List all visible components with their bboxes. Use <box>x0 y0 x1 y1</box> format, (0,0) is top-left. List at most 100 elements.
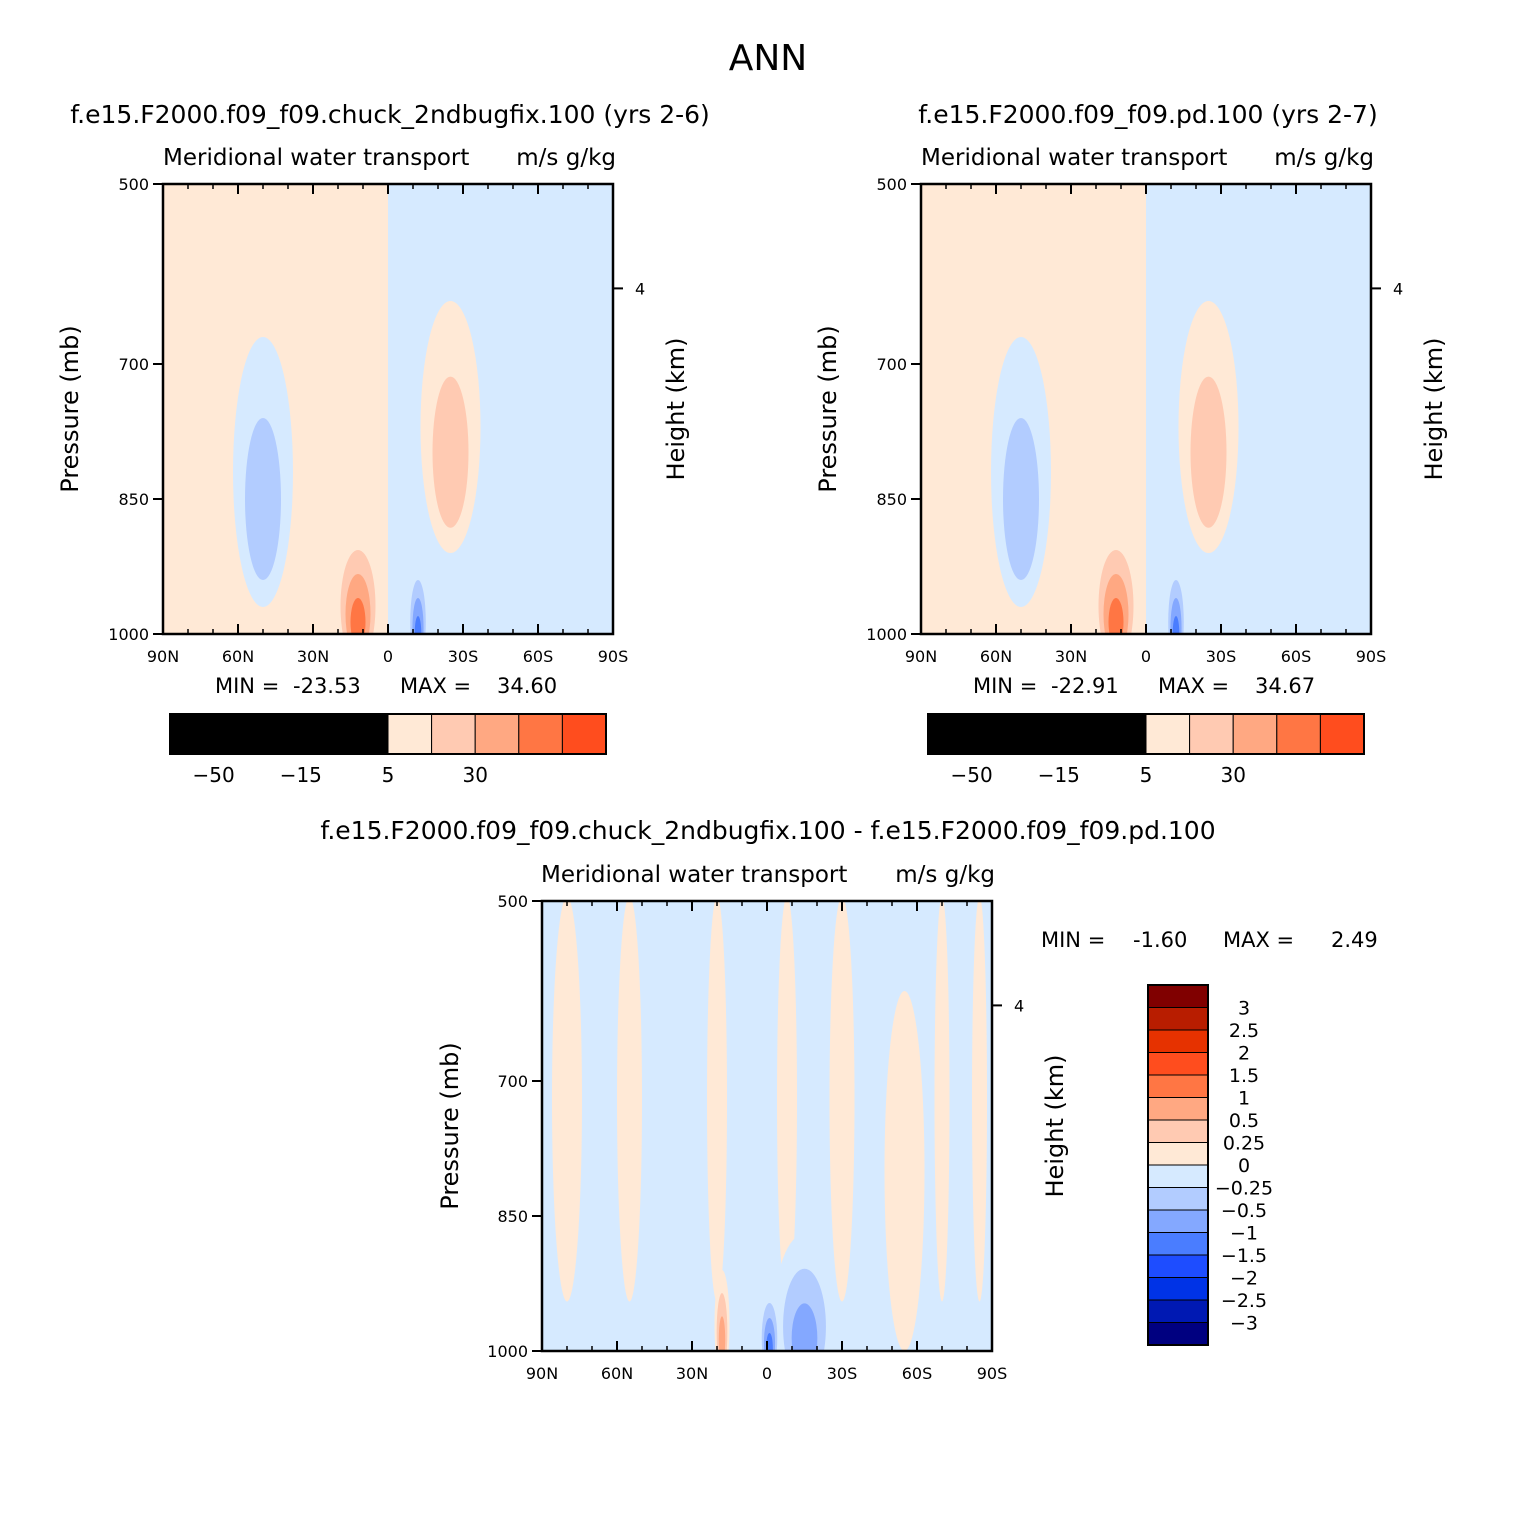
x-tick-label: 90S <box>598 647 629 666</box>
x-tick-label: 0 <box>762 1364 772 1383</box>
contour-level <box>791 1303 818 1351</box>
panel-1-ylabel-right: Height (km) <box>662 338 690 481</box>
colorbar-box <box>1147 1232 1209 1256</box>
panel-1-min-label: MIN = <box>215 674 279 698</box>
contour-level <box>414 616 422 634</box>
contour-region <box>829 901 855 1302</box>
contour-region <box>934 901 950 1302</box>
contour-region <box>707 901 727 1302</box>
colorbar-frame <box>1147 984 1209 1346</box>
panel-3-plot: 90N 60N 30N 0 30S 60S 90S 500 700 850 1000 4 <box>487 892 1024 1383</box>
panel-2-stats: MIN = -22.91 MAX = 34.67 <box>973 674 1315 698</box>
colorbar-label: 30 <box>1220 763 1245 787</box>
colorbar-box <box>1147 1007 1209 1031</box>
panel-3-units: m/s g/kg <box>895 862 995 888</box>
panel-1-colorbar: −50 −15 5 30 <box>169 713 607 787</box>
y-tick-label: 850 <box>118 490 149 509</box>
contour-level <box>1108 598 1124 634</box>
panel-1-ylabel: Pressure (mb) <box>56 325 84 492</box>
contour-field <box>163 184 613 634</box>
y-tick-label: 1000 <box>487 1342 528 1361</box>
contour-level <box>718 1316 726 1351</box>
colorbar-box <box>1147 1164 1209 1188</box>
colorbar-label: 0 <box>1238 1155 1250 1177</box>
y-tick-label: 850 <box>876 490 907 509</box>
colorbar-label: −0.5 <box>1221 1200 1267 1222</box>
panel-1: f.e15.F2000.f09_f09.chuck_2ndbugfix.100 … <box>56 100 710 787</box>
contour-field <box>542 901 992 1351</box>
x-tick-label: 90S <box>1356 647 1387 666</box>
colorbar-label: 30 <box>462 763 487 787</box>
panel-1-stats: MIN = -23.53 MAX = 34.60 <box>215 674 557 698</box>
colorbar-label: 5 <box>382 763 395 787</box>
x-tick-label: 30N <box>297 647 329 666</box>
colorbar-label: −1.5 <box>1221 1245 1267 1267</box>
contour-level <box>1172 616 1180 634</box>
colorbar-box <box>561 713 607 755</box>
colorbar-box <box>300 713 345 755</box>
colorbar-box <box>1014 713 1060 755</box>
panel-3-max-label: MAX = <box>1223 928 1294 952</box>
x-tick-label: 0 <box>1141 647 1151 666</box>
contour-region <box>972 901 987 1302</box>
colorbar-label: −0.25 <box>1215 1178 1273 1200</box>
colorbar-box <box>1147 1052 1209 1076</box>
panel-1-max-label: MAX = <box>400 674 471 698</box>
panel-2-max-value: 34.67 <box>1255 674 1315 698</box>
panel-2-plot: 90N 60N 30N 0 30S 60S 90S 500 700 850 1000 4 <box>866 175 1403 666</box>
colorbar-box <box>1058 713 1103 755</box>
panel-2-min-label: MIN = <box>973 674 1037 698</box>
panel-2-units: m/s g/kg <box>1274 145 1374 171</box>
colorbar-box <box>1147 1299 1209 1323</box>
contour-level <box>245 418 281 580</box>
panel-2-variable: Meridional water transport <box>921 145 1227 171</box>
colorbar-box <box>518 713 563 755</box>
y-tick-label: 700 <box>497 1072 528 1091</box>
colorbar-frame <box>927 713 1365 755</box>
panel-2-min-value: -22.91 <box>1051 674 1119 698</box>
colorbar-box <box>1147 1187 1209 1211</box>
x-tick-label: 30N <box>676 1364 708 1383</box>
panel-3-variable: Meridional water transport <box>541 862 847 888</box>
contour-level <box>884 991 925 1351</box>
contour-region <box>542 901 992 1351</box>
panel-1-units: m/s g/kg <box>516 145 616 171</box>
contour-region <box>552 901 582 1302</box>
panel-2-ylabel: Pressure (mb) <box>814 325 842 492</box>
panel-2: f.e15.F2000.f09_f09.pd.100 (yrs 2-7) Mer… <box>814 100 1448 787</box>
panel-1-variable: Meridional water transport <box>163 145 469 171</box>
y-right-tick-label: 4 <box>635 279 645 298</box>
contour-region <box>777 901 797 1302</box>
colorbar-box <box>1101 713 1147 755</box>
colorbar-box <box>1319 713 1365 755</box>
colorbar-label: 3 <box>1238 998 1250 1020</box>
colorbar-label: −2.5 <box>1221 1290 1267 1312</box>
colorbar-label: 0.25 <box>1223 1133 1265 1155</box>
colorbar-box <box>213 713 258 755</box>
panel-1-min-value: -23.53 <box>293 674 361 698</box>
x-tick-label: 30N <box>1055 647 1087 666</box>
x-tick-label: 60S <box>1281 647 1312 666</box>
colorbar-label: 0.5 <box>1229 1110 1259 1132</box>
panel-3-ylabel-right: Height (km) <box>1041 1055 1069 1198</box>
panel-3-min-label: MIN = <box>1041 928 1105 952</box>
colorbar-box <box>1147 1119 1209 1143</box>
contour-region <box>617 901 642 1302</box>
colorbar-label: 2 <box>1238 1043 1250 1065</box>
x-tick-label: 90N <box>526 1364 558 1383</box>
panel-2-subtitle: f.e15.F2000.f09_f09.pd.100 (yrs 2-7) <box>918 100 1377 129</box>
y-tick-label: 500 <box>118 175 149 194</box>
colorbar-box <box>1147 1074 1209 1098</box>
y-tick-label: 1000 <box>866 625 907 644</box>
colorbar-label: −1 <box>1230 1223 1258 1245</box>
colorbar-box <box>1147 1029 1209 1053</box>
colorbar-box <box>343 713 389 755</box>
x-tick-label: 30S <box>1206 647 1237 666</box>
y-tick-label: 850 <box>497 1207 528 1226</box>
colorbar-label: −50 <box>950 763 992 787</box>
panel-2-colorbar: −50 −15 5 30 <box>927 713 1365 787</box>
y-tick-label: 1000 <box>108 625 149 644</box>
contour-level <box>1003 418 1039 580</box>
y-tick-label: 700 <box>876 355 907 374</box>
